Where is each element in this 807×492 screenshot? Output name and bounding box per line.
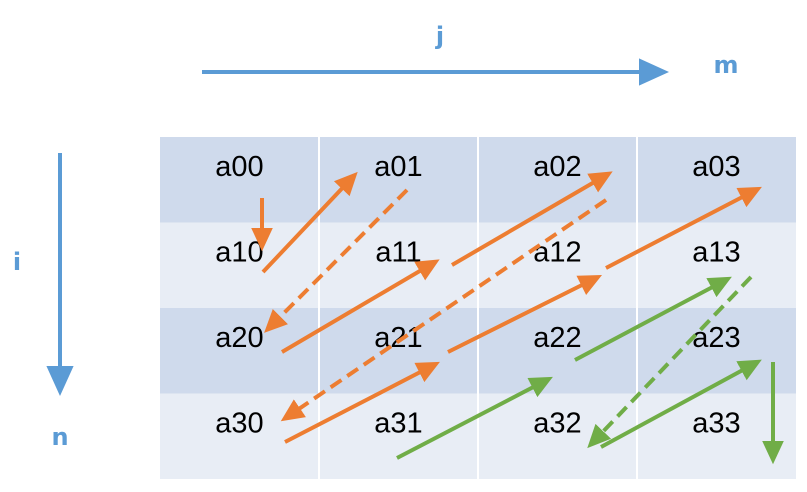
row-index-label: i: [13, 248, 21, 276]
matrix-cell-a22: a22: [533, 322, 581, 354]
column-count-label: m: [713, 51, 738, 79]
traversal-arrow-a21-to-a12: [447, 274, 603, 354]
matrix-cell-a00: a00: [215, 151, 263, 183]
traversal-arrow-a10-to-a01: [261, 171, 358, 274]
matrix-cell-a33: a33: [692, 408, 740, 440]
traversal-arrow-a20-to-a11: [280, 259, 440, 354]
matrix-cell-a31: a31: [374, 408, 422, 440]
row-axis: i n: [13, 153, 74, 451]
traversal-arrow-a22-to-a13: [574, 276, 732, 362]
traversal-arrow-a30-to-a21: [284, 361, 440, 444]
matrix-cell-a30: a30: [215, 408, 263, 440]
traversal-arrow-a11-to-a02: [450, 171, 613, 267]
matrix-cell-a02: a02: [533, 151, 581, 183]
matrix-cell-a13: a13: [692, 237, 740, 269]
traversal-arrow-a32-to-a23: [600, 359, 762, 449]
matrix-cell-a01: a01: [374, 151, 422, 183]
matrix-cell-a12: a12: [533, 237, 581, 269]
traversal-arrows: [251, 171, 784, 465]
traversal-arrow-a13-to-a32: [587, 275, 753, 449]
matrix-cells: a00 a01 a02 a03 a10 a11 a12 a13 a20 a21 a22 a23 a30 a…: [215, 151, 740, 440]
matrix-cell-a11: a11: [375, 237, 421, 269]
traversal-arrow-a01-to-a20: [264, 188, 409, 333]
matrix-grid: [160, 137, 796, 479]
matrix-cell-a10: a10: [215, 237, 263, 269]
traversal-arrow-a31-to-a22: [396, 376, 553, 460]
matrix-cell-a20: a20: [215, 322, 263, 354]
traversal-arrow-a12-to-a03: [605, 186, 762, 270]
matrix-cell-a32: a32: [533, 408, 581, 440]
row-count-label: n: [51, 423, 68, 451]
matrix-cell-a23: a23: [692, 322, 740, 354]
matrix-cell-a03: a03: [692, 151, 740, 183]
traversal-arrow-a02-to-a30: [280, 198, 608, 422]
matrix-cell-a21: a21: [374, 322, 422, 354]
column-axis: j m: [202, 22, 739, 86]
column-index-label: j: [435, 22, 444, 50]
